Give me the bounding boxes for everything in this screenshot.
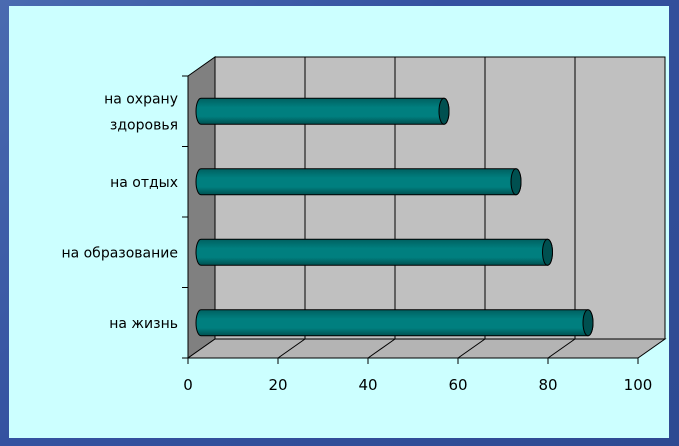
x-tick-label: 40 (358, 376, 377, 394)
x-tick-label: 80 (538, 376, 557, 394)
floor-gridline (367, 338, 396, 359)
category-label: на жизнь (109, 316, 178, 332)
category-label: на отдых (110, 175, 178, 191)
bar (195, 238, 553, 266)
bar (195, 309, 594, 337)
category-label-line: здоровья (110, 117, 178, 133)
bar-end-cap (582, 309, 594, 337)
x-tick-labels: 0 20 40 60 80 100 (183, 376, 652, 394)
bar (195, 97, 450, 125)
category-label-line: на образование (61, 245, 178, 261)
x-tick-label: 20 (268, 376, 287, 394)
axes (182, 75, 639, 364)
category-label: на охрану здоровья (104, 91, 178, 133)
bar-end-cap (542, 238, 553, 266)
category-labels: на охрану здоровья на отдых на образование н… (61, 91, 178, 332)
floor-gridline (547, 338, 576, 359)
category-label-line: на отдых (110, 175, 178, 191)
bar-body (195, 238, 553, 266)
category-label-line: на охрану (104, 91, 178, 107)
floor-gridline (457, 338, 486, 359)
bars (195, 97, 594, 337)
bar-body (195, 309, 594, 337)
gridlines (277, 57, 576, 359)
bar-body (195, 168, 522, 196)
category-label: на образование (61, 245, 178, 261)
floor-gridline (277, 338, 306, 359)
x-tick-label: 100 (624, 376, 653, 394)
x-tick-label: 0 (183, 376, 193, 394)
bar-end-cap (438, 97, 450, 125)
bar (195, 168, 522, 196)
bar-end-cap (510, 168, 522, 196)
bar-body (195, 97, 450, 125)
floor (186, 338, 667, 359)
category-label-line: на жизнь (109, 316, 178, 332)
x-tick-label: 60 (448, 376, 467, 394)
